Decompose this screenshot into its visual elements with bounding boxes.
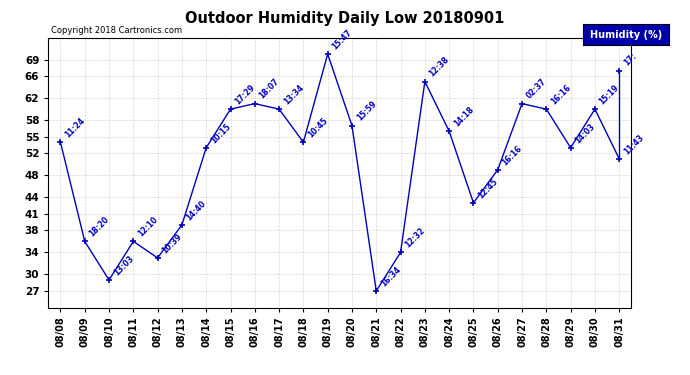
Text: 11:43: 11:43 bbox=[622, 132, 645, 156]
Text: 10:39: 10:39 bbox=[160, 232, 184, 255]
Text: Humidity (%): Humidity (%) bbox=[590, 30, 662, 40]
Text: 12:32: 12:32 bbox=[404, 226, 426, 250]
Text: 10:15: 10:15 bbox=[209, 122, 233, 145]
Text: 18:07: 18:07 bbox=[257, 77, 281, 101]
Text: 17:: 17: bbox=[622, 52, 638, 68]
Text: 15:59: 15:59 bbox=[355, 100, 378, 123]
Text: 12:38: 12:38 bbox=[428, 55, 451, 79]
Text: 16:16: 16:16 bbox=[500, 144, 524, 167]
Text: 14:18: 14:18 bbox=[452, 105, 475, 128]
Text: 02:37: 02:37 bbox=[525, 77, 549, 101]
Text: 13:34: 13:34 bbox=[282, 83, 305, 106]
Text: 10:45: 10:45 bbox=[306, 116, 330, 140]
Text: 17:29: 17:29 bbox=[233, 83, 257, 106]
Text: 14:03: 14:03 bbox=[573, 122, 597, 145]
Text: 15:47: 15:47 bbox=[331, 28, 354, 51]
Text: 15:19: 15:19 bbox=[598, 83, 621, 106]
Text: Outdoor Humidity Daily Low 20180901: Outdoor Humidity Daily Low 20180901 bbox=[186, 11, 504, 26]
Text: 13:03: 13:03 bbox=[112, 254, 135, 277]
Text: 14:40: 14:40 bbox=[185, 199, 208, 222]
Text: 12:10: 12:10 bbox=[136, 215, 159, 238]
Text: 16:34: 16:34 bbox=[379, 265, 402, 288]
Text: 11:24: 11:24 bbox=[63, 116, 87, 140]
Text: 18:20: 18:20 bbox=[88, 215, 111, 238]
Text: 16:16: 16:16 bbox=[549, 83, 573, 106]
Text: 12:45: 12:45 bbox=[476, 177, 500, 200]
Text: Copyright 2018 Cartronics.com: Copyright 2018 Cartronics.com bbox=[51, 26, 182, 35]
